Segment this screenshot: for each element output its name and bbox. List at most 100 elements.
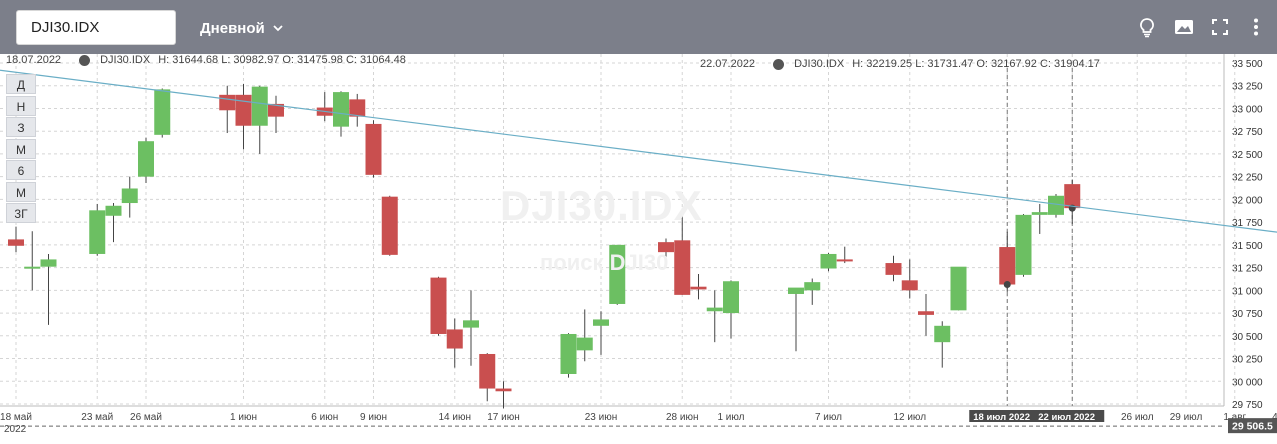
- candle-body-down: [479, 353, 496, 389]
- ohlc-date: 22.07.2022: [700, 58, 756, 70]
- candle-body-up: [788, 287, 804, 294]
- range-button-3y[interactable]: 3Г: [6, 203, 36, 223]
- candle-body-up: [138, 141, 154, 177]
- candle-body-down: [446, 329, 463, 349]
- x-tick-label: 1 июл: [717, 412, 744, 423]
- y-tick-label: 33 500: [1232, 59, 1263, 70]
- candle-body-up: [609, 244, 626, 304]
- y-tick-label: 33 000: [1232, 104, 1263, 115]
- ohlc-legend-left: 18.07.2022 DJI30.IDX H: 31644.68 L: 3098…: [6, 54, 406, 66]
- x-tick-label: 9 июн: [360, 412, 387, 423]
- candle-body-up: [333, 92, 349, 127]
- series-dot-icon: [773, 58, 785, 70]
- image-icon[interactable]: [1173, 16, 1195, 38]
- ohlc-values: H: 31644.68 L: 30982.97 O: 31475.98 C: 3…: [158, 54, 406, 66]
- x-tick-label: 4 авг: [1272, 412, 1277, 423]
- y-tick-label: 30 250: [1232, 355, 1263, 366]
- fullscreen-icon[interactable]: [1209, 16, 1231, 38]
- candle-body-up: [40, 259, 57, 267]
- candle-body-up: [560, 333, 577, 374]
- x-tick-label: 1 авг: [1223, 412, 1246, 423]
- x-tick-label: 14 июн: [438, 412, 471, 423]
- candle-body-up: [820, 253, 837, 269]
- ohlc-date: 18.07.2022: [6, 54, 62, 66]
- candle-body-up: [251, 86, 268, 126]
- x-tick-label: 23 июн: [585, 412, 618, 423]
- candle-body-up: [1031, 212, 1048, 215]
- candle-body-down: [219, 94, 236, 111]
- period-dropdown[interactable]: Дневной: [200, 13, 283, 43]
- candle-body-up: [950, 266, 967, 311]
- x-tick-label: 22 июл 2022: [1038, 412, 1095, 423]
- y-tick-label: 31 000: [1232, 286, 1263, 297]
- candle-body-up: [24, 266, 41, 269]
- candle-body-up: [121, 188, 138, 204]
- lightbulb-icon[interactable]: [1136, 16, 1158, 38]
- candlestick-chart[interactable]: 29 750 30 000 30 250 30 500 30 750 31 000 31 2…: [0, 54, 1277, 439]
- y-tick-label: 32 250: [1232, 173, 1263, 184]
- range-button-week[interactable]: Н: [6, 95, 36, 116]
- range-button-3m[interactable]: З: [6, 117, 36, 137]
- chart-toolbar: Дневной: [0, 0, 1277, 54]
- x-tick-label: 12 июл: [893, 412, 926, 423]
- x-tick-label: 26 май: [130, 412, 162, 423]
- candle-body-up: [463, 320, 479, 328]
- crosshair-date-badge: [1034, 410, 1105, 422]
- x-tick-label: 1 июн: [230, 412, 257, 423]
- ohlc-ticker: DJI30.IDX: [100, 54, 151, 66]
- x-tick-label: 18 июл 2022: [973, 412, 1030, 423]
- candle-body-down: [430, 277, 447, 334]
- candle-body-down: [885, 263, 902, 275]
- x-year-label: 2022: [4, 424, 27, 435]
- candle-body-down: [901, 280, 918, 291]
- y-tick-label: 31 500: [1232, 241, 1263, 252]
- candle-body-down: [365, 123, 382, 175]
- x-tick-label: 6 июн: [311, 412, 338, 423]
- candle-body-up: [934, 325, 951, 343]
- y-tick-label: 33 250: [1232, 82, 1263, 93]
- candle-body-up: [89, 210, 106, 254]
- watermark-text: DJI30.IDX: [500, 182, 703, 229]
- y-tick-label: 32 500: [1232, 150, 1263, 161]
- candle-body-up: [723, 281, 739, 314]
- y-tick-label: 32 000: [1232, 195, 1263, 206]
- candle-body-up: [154, 89, 171, 135]
- series-dot-icon: [79, 54, 91, 66]
- watermark-subtext: поиск DJI30: [540, 250, 669, 275]
- more-vertical-icon[interactable]: [1245, 16, 1267, 38]
- candle-body-down: [1064, 184, 1081, 209]
- x-tick-label: 28 июн: [666, 412, 699, 423]
- candle-body-down: [235, 94, 252, 126]
- candle-body-up: [593, 319, 609, 326]
- crosshair-date-badge: [969, 410, 1042, 422]
- range-button-6[interactable]: 6: [6, 160, 36, 180]
- ohlc-legend-right: 22.07.2022 DJI30.IDX H: 32219.25 L: 3173…: [700, 58, 1100, 70]
- candle-body-down: [999, 247, 1016, 285]
- candle-body-up: [804, 282, 821, 291]
- y-tick-label: 29 750: [1232, 400, 1263, 411]
- chart-area[interactable]: 29 750 30 000 30 250 30 500 30 750 31 000 31 2…: [0, 54, 1277, 439]
- candle-body-down: [836, 259, 853, 262]
- trendline: [0, 69, 1277, 233]
- x-tick-label: 17 июн: [487, 412, 520, 423]
- range-button-day[interactable]: Д: [6, 74, 36, 94]
- candle-body-down: [674, 240, 691, 295]
- candle-body-down: [918, 311, 934, 315]
- candle-body-down: [495, 388, 512, 392]
- ohlc-values: H: 32219.25 L: 31731.47 O: 32167.92 C: 3…: [852, 58, 1100, 70]
- x-tick-label: 29 июл: [1170, 412, 1203, 423]
- range-button-month[interactable]: М: [6, 138, 36, 159]
- candle-body-up: [576, 337, 593, 351]
- range-buttons: Д Н З М 6 М 3Г: [6, 74, 36, 225]
- x-tick-label: 18 май: [0, 412, 32, 423]
- last-price-badge: [1228, 418, 1277, 434]
- candle-body-up: [105, 205, 122, 216]
- y-tick-label: 30 500: [1232, 332, 1263, 343]
- candle-body-down: [8, 239, 24, 246]
- x-tick-label: 23 май: [81, 412, 113, 423]
- candle-body-up: [1048, 195, 1064, 215]
- range-button-6m[interactable]: М: [6, 181, 36, 202]
- candle-body-down: [381, 196, 398, 255]
- symbol-input[interactable]: [16, 10, 176, 45]
- last-price-label: 29 506.5: [1232, 421, 1273, 433]
